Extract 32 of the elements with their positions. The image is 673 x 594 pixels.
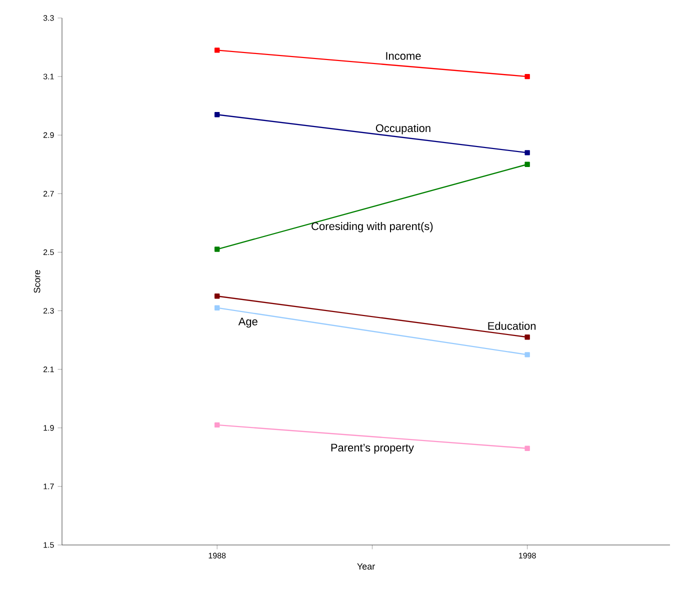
- point: [524, 150, 530, 156]
- point: [214, 422, 220, 428]
- series-label: Occupation: [376, 124, 430, 134]
- series-label: Education: [488, 322, 536, 330]
- y-tick-label: 1.5: [44, 542, 54, 548]
- point: [214, 112, 220, 118]
- x-tick-label: 1988: [208, 552, 226, 558]
- series-label: Parent’s property: [331, 444, 414, 454]
- series-label: Income: [386, 52, 421, 60]
- y-tick-label: 2.5: [43, 249, 54, 256]
- point: [214, 48, 220, 53]
- point: [524, 352, 530, 358]
- x-axis-title: Year: [357, 563, 375, 570]
- point: [524, 162, 530, 167]
- series-label: Age: [238, 318, 258, 328]
- y-tick-label: 2.1: [43, 366, 54, 372]
- y-tick-label: 3.3: [43, 15, 54, 21]
- point: [214, 294, 220, 299]
- point: [524, 446, 530, 451]
- point: [524, 334, 530, 340]
- y-tick-label: 2.7: [43, 190, 54, 196]
- x-tick-label: 1998: [519, 552, 536, 558]
- series-label: Coresiding with parent(s): [312, 222, 433, 232]
- y-tick-label: 1.7: [44, 484, 54, 490]
- y-tick-label: 1.9: [44, 425, 54, 431]
- point: [214, 246, 220, 252]
- y-tick-label: 2.9: [43, 132, 54, 138]
- point: [524, 74, 530, 80]
- y-tick-label: 3.1: [43, 74, 54, 80]
- y-axis-title: Score: [34, 270, 40, 293]
- y-tick-label: 2.3: [43, 308, 54, 314]
- point: [214, 305, 220, 310]
